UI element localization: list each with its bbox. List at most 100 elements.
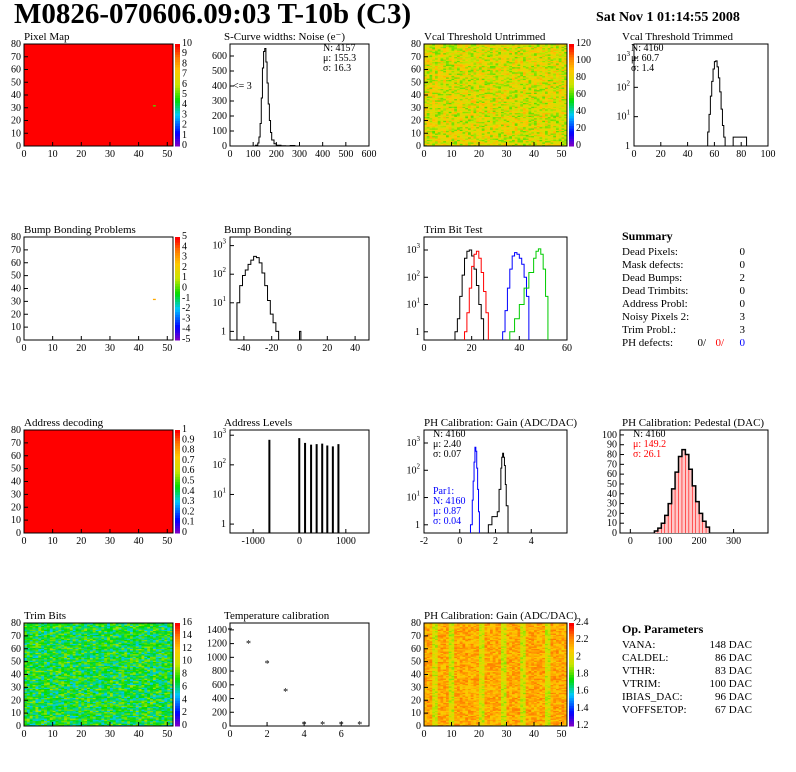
heatmap-cell xyxy=(451,135,455,138)
heatmap-cell xyxy=(498,106,502,109)
heatmap-cell xyxy=(473,129,477,131)
heatmap-cell xyxy=(501,128,505,130)
heatmap-cell xyxy=(517,119,521,121)
heatmap-cell xyxy=(512,124,516,126)
heatmap-cell xyxy=(437,117,441,120)
heatmap-cell xyxy=(443,102,447,105)
heatmap-cell xyxy=(465,86,469,88)
heatmap-cell xyxy=(487,46,491,49)
palette-label: 7 xyxy=(182,69,187,80)
heatmap-cell xyxy=(476,75,480,78)
heatmap-cell xyxy=(454,112,458,115)
heatmap-cell xyxy=(490,137,494,139)
heatmap-cell xyxy=(490,82,494,84)
heatmap-cell xyxy=(470,128,474,130)
heatmap-cell xyxy=(514,73,518,75)
y-tick-label: 10 xyxy=(607,518,617,529)
heatmap-cell xyxy=(446,73,450,75)
heatmap-cell xyxy=(424,100,428,102)
heatmap-cell xyxy=(437,56,441,59)
x-tick-label: 80 xyxy=(736,149,746,160)
heatmap-cell xyxy=(426,125,430,128)
heatmap-cell xyxy=(462,73,466,75)
heatmap-cell xyxy=(512,133,516,135)
heatmap-cell xyxy=(432,59,436,61)
heatmap-cell xyxy=(492,100,496,102)
heatmap-cell xyxy=(523,107,527,110)
heatmap-cell xyxy=(512,44,516,46)
heatmap-cell xyxy=(476,95,480,97)
heatmap-cell xyxy=(451,52,455,55)
heatmap-cell xyxy=(484,121,488,124)
heatmap-cell xyxy=(426,143,430,146)
heatmap-cell xyxy=(443,105,447,107)
heatmap-cell xyxy=(479,126,483,129)
y-tick-label: 50 xyxy=(607,479,617,490)
heatmap-cell xyxy=(454,119,458,121)
y-tick-label: 102 xyxy=(213,457,227,471)
heatmap-cell xyxy=(459,131,463,134)
heatmap-cell xyxy=(462,49,466,51)
heatmap-cell xyxy=(465,66,469,69)
stat-line: σ: 1.4 xyxy=(631,63,654,74)
y-tick-label: 60 xyxy=(411,65,421,76)
heatmap-cell xyxy=(506,135,510,138)
heatmap-cell xyxy=(440,115,444,117)
heatmap-cell xyxy=(498,79,502,82)
heatmap-cell xyxy=(446,102,450,105)
heatmap-cell xyxy=(440,93,444,96)
palette-label: 40 xyxy=(576,106,586,117)
heatmap-cell xyxy=(484,126,488,129)
heatmap-cell xyxy=(435,75,439,78)
heatmap-cell xyxy=(514,139,518,142)
heatmap-cell xyxy=(512,97,516,100)
heatmap-cell xyxy=(517,105,521,107)
heatmap-cell xyxy=(498,75,502,78)
heatmap-cell xyxy=(498,116,502,119)
heatmap-cell xyxy=(468,69,472,72)
heatmap-cell xyxy=(503,66,507,69)
heatmap-cell xyxy=(454,88,458,91)
heatmap-cell xyxy=(424,69,428,72)
heatmap-cell xyxy=(451,125,455,128)
heatmap-cell xyxy=(523,137,527,139)
heatmap-cell xyxy=(487,86,491,88)
y-tick-label: 80 xyxy=(607,450,617,461)
heatmap-cell xyxy=(454,95,458,97)
heatmap-cell xyxy=(435,134,439,137)
heatmap-cell xyxy=(462,111,466,114)
heatmap-cell xyxy=(514,138,518,140)
heatmap-cell xyxy=(490,50,494,52)
heatmap-cell xyxy=(484,115,488,117)
heatmap-cell xyxy=(446,138,450,140)
heatmap-cell xyxy=(459,135,463,138)
heatmap-cell xyxy=(457,117,461,120)
heatmap-cell xyxy=(487,121,491,124)
heatmap-cell xyxy=(470,44,474,46)
heatmap-cell xyxy=(435,55,439,58)
palette-label: 3 xyxy=(182,109,187,120)
heatmap-cell xyxy=(490,134,494,137)
heatmap-cell xyxy=(457,112,461,115)
heatmap-cell xyxy=(440,112,444,115)
heatmap-cell xyxy=(443,128,447,130)
heatmap-cell xyxy=(468,111,472,114)
heatmap-cell xyxy=(479,110,483,112)
heatmap-cell xyxy=(426,58,430,60)
heatmap-cell xyxy=(462,143,466,146)
heatmap-cell xyxy=(457,83,461,86)
heatmap-cell xyxy=(454,100,458,102)
heatmap-cell xyxy=(523,89,527,92)
heatmap-cell xyxy=(484,63,488,65)
heatmap-cell xyxy=(487,88,491,91)
heatmap-cell xyxy=(523,138,527,140)
heatmap-cell xyxy=(446,69,450,72)
heatmap-cell xyxy=(498,77,502,79)
heatmap-cell xyxy=(432,63,436,65)
table-row-label: Address Probl: xyxy=(622,298,688,310)
heatmap-cell xyxy=(509,100,513,102)
heatmap-cell xyxy=(462,103,466,106)
heatmap-cell xyxy=(520,112,524,115)
heatmap-cell xyxy=(435,52,439,55)
heatmap-cell xyxy=(429,51,433,54)
